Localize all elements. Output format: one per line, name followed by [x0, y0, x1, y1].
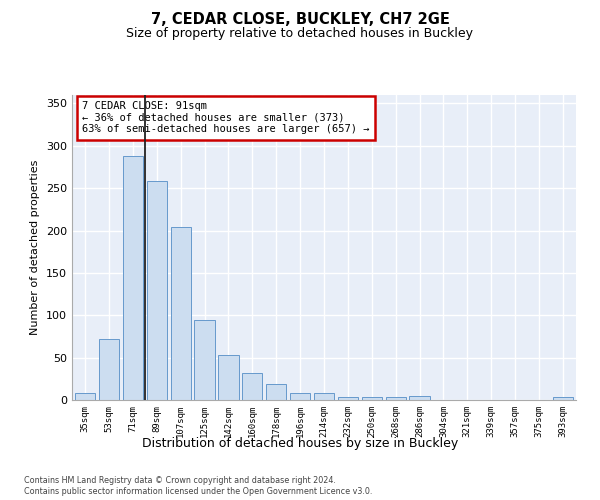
Text: Distribution of detached houses by size in Buckley: Distribution of detached houses by size … [142, 438, 458, 450]
Text: Contains public sector information licensed under the Open Government Licence v3: Contains public sector information licen… [24, 488, 373, 496]
Bar [99, 339, 119, 400]
Bar [75, 393, 95, 400]
Bar [338, 396, 358, 400]
Bar [146, 180, 167, 400]
Bar [194, 320, 215, 400]
Bar [314, 393, 334, 400]
Bar [123, 156, 143, 400]
Bar [218, 355, 239, 400]
Text: Size of property relative to detached houses in Buckley: Size of property relative to detached ho… [127, 28, 473, 40]
Bar [386, 396, 406, 400]
Text: 7 CEDAR CLOSE: 91sqm
← 36% of detached houses are smaller (373)
63% of semi-deta: 7 CEDAR CLOSE: 91sqm ← 36% of detached h… [82, 101, 370, 134]
Bar [170, 227, 191, 400]
Bar [290, 393, 310, 400]
Bar [242, 373, 262, 400]
Bar [409, 396, 430, 400]
Text: Contains HM Land Registry data © Crown copyright and database right 2024.: Contains HM Land Registry data © Crown c… [24, 476, 336, 485]
Bar [362, 396, 382, 400]
Y-axis label: Number of detached properties: Number of detached properties [31, 160, 40, 335]
Text: 7, CEDAR CLOSE, BUCKLEY, CH7 2GE: 7, CEDAR CLOSE, BUCKLEY, CH7 2GE [151, 12, 449, 28]
Bar [266, 384, 286, 400]
Bar [553, 398, 573, 400]
